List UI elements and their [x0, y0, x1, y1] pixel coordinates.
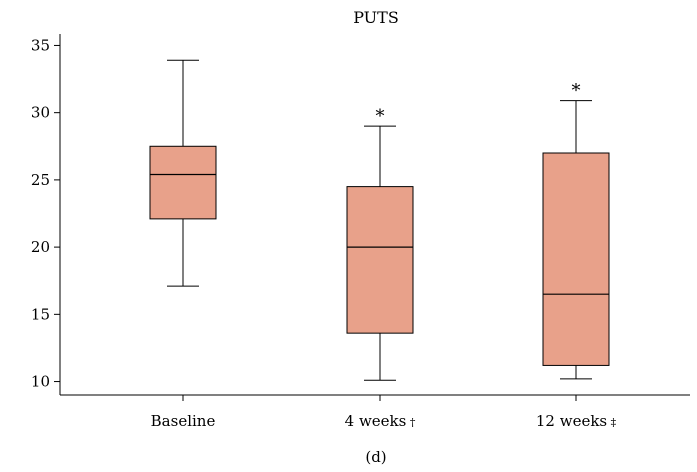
boxes-layer: **: [149, 59, 610, 381]
y-tick-label-35: 35: [31, 36, 50, 54]
iqr-box: [149, 145, 217, 220]
chart-title: PUTS: [353, 8, 399, 27]
x-tick-label-marker: †: [406, 416, 415, 429]
y-tick-label-25: 25: [31, 171, 50, 189]
x-tick-label-3: 12 weeks ‡: [536, 412, 617, 430]
y-tick-label-30: 30: [31, 104, 50, 122]
x-tick-label-1: Baseline: [151, 412, 216, 430]
box-1: [149, 59, 217, 287]
y-tick-label-10: 10: [31, 373, 50, 391]
x-tick-label-2: 4 weeks †: [345, 412, 416, 430]
x-tick-label-marker: ‡: [607, 416, 616, 429]
y-tick-label-15: 15: [31, 305, 50, 323]
labels-layer: Baseline 4 weeks † 12 weeks ‡: [151, 412, 617, 430]
significance-marker: *: [376, 106, 385, 127]
figure-caption: (d): [365, 448, 386, 466]
iqr-box: [346, 186, 414, 334]
axes: 10 15 20 25 30 35: [31, 34, 690, 401]
y-tick-label-20: 20: [31, 238, 50, 256]
iqr-box: [542, 152, 610, 366]
significance-marker: *: [572, 81, 581, 102]
box-3: *: [542, 81, 610, 380]
box-2: *: [346, 106, 414, 381]
